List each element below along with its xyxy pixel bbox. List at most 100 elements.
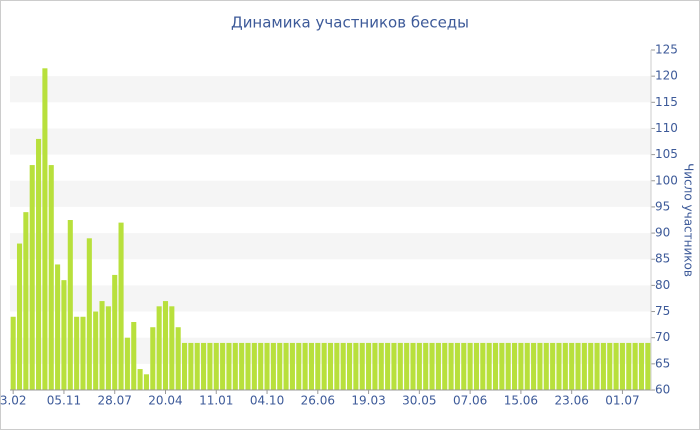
bar bbox=[473, 342, 480, 390]
x-tick-label: 19.03 bbox=[351, 394, 385, 408]
bar bbox=[410, 342, 416, 390]
bar bbox=[188, 342, 194, 390]
bar bbox=[543, 342, 549, 390]
bar bbox=[194, 342, 200, 390]
bar bbox=[461, 342, 467, 390]
bar bbox=[283, 342, 289, 390]
bar bbox=[118, 222, 124, 390]
bar bbox=[251, 342, 257, 390]
y-tick-label: 90 bbox=[655, 226, 670, 240]
bar bbox=[556, 342, 562, 390]
y-tick-label: 75 bbox=[655, 304, 670, 318]
bar bbox=[366, 342, 372, 390]
y-tick-label: 125 bbox=[655, 43, 678, 57]
bar bbox=[531, 342, 537, 390]
bar bbox=[226, 342, 232, 390]
bar bbox=[258, 342, 264, 390]
bar bbox=[296, 342, 302, 390]
bar bbox=[512, 342, 518, 390]
x-tick-label: 04.10 bbox=[250, 394, 284, 408]
bar bbox=[156, 306, 162, 390]
bar bbox=[220, 342, 226, 390]
bar bbox=[448, 342, 454, 390]
bar bbox=[55, 264, 61, 390]
bar bbox=[486, 342, 492, 390]
bar bbox=[397, 342, 403, 390]
bar bbox=[499, 342, 505, 390]
bar bbox=[334, 342, 340, 390]
bar bbox=[213, 342, 219, 390]
y-tick-label: 65 bbox=[655, 356, 670, 370]
bar bbox=[16, 243, 23, 390]
bar bbox=[201, 342, 207, 390]
bar bbox=[454, 342, 460, 390]
bar bbox=[315, 342, 321, 390]
bar bbox=[416, 342, 422, 390]
y-tick-label: 60 bbox=[655, 383, 670, 397]
bar bbox=[645, 342, 651, 390]
bar bbox=[99, 301, 105, 390]
bar bbox=[632, 342, 638, 390]
bar bbox=[467, 342, 473, 390]
bar bbox=[86, 238, 92, 390]
bar bbox=[131, 322, 137, 390]
y-tick-label: 80 bbox=[655, 278, 670, 292]
bar bbox=[594, 342, 600, 390]
bar bbox=[327, 342, 334, 390]
bar bbox=[429, 342, 435, 390]
y-tick-label: 115 bbox=[655, 95, 678, 109]
bar bbox=[391, 342, 397, 390]
y-tick-label: 95 bbox=[655, 199, 670, 213]
x-tick-label: 23.06 bbox=[554, 394, 588, 408]
bar bbox=[550, 342, 556, 390]
bar bbox=[67, 220, 73, 390]
x-tick-label: 26.06 bbox=[301, 394, 335, 408]
y-tick-label: 100 bbox=[655, 173, 678, 187]
bar bbox=[308, 342, 314, 390]
bar bbox=[302, 342, 308, 390]
bar bbox=[600, 342, 606, 390]
bar bbox=[385, 342, 391, 390]
y-tick-label: 70 bbox=[655, 330, 670, 344]
grid-band bbox=[10, 180, 651, 207]
y-axis-label: Число участников bbox=[682, 163, 696, 277]
grid-band bbox=[10, 233, 651, 260]
bar bbox=[378, 342, 384, 390]
bar bbox=[581, 342, 587, 390]
bar bbox=[442, 342, 448, 390]
bar bbox=[80, 316, 86, 390]
grid-band bbox=[10, 76, 651, 103]
bar bbox=[619, 342, 625, 390]
bar bbox=[588, 342, 594, 390]
bar bbox=[74, 316, 80, 390]
x-tick-label: 28.07 bbox=[98, 394, 132, 408]
bar bbox=[137, 369, 143, 390]
bar bbox=[607, 342, 613, 390]
x-tick-label: 11.01 bbox=[199, 394, 233, 408]
bar bbox=[562, 342, 568, 390]
bar bbox=[239, 342, 245, 390]
bar bbox=[505, 342, 511, 390]
x-tick-label: 20.04 bbox=[148, 394, 182, 408]
bar bbox=[105, 306, 111, 390]
bar bbox=[435, 342, 441, 390]
bar bbox=[524, 342, 530, 390]
bar bbox=[492, 342, 499, 390]
bar bbox=[638, 342, 645, 390]
y-tick-label: 105 bbox=[655, 147, 678, 161]
bar bbox=[537, 342, 543, 390]
bar bbox=[36, 138, 42, 390]
bar bbox=[264, 342, 270, 390]
bar bbox=[175, 327, 181, 390]
bar bbox=[270, 342, 276, 390]
bar bbox=[321, 342, 327, 390]
grid-band bbox=[10, 128, 651, 155]
bar bbox=[626, 342, 632, 390]
bar bbox=[207, 342, 213, 390]
x-tick-label: 30.05 bbox=[402, 394, 436, 408]
bar bbox=[23, 212, 29, 390]
bar bbox=[575, 342, 581, 390]
bar bbox=[372, 342, 378, 390]
bar bbox=[277, 342, 283, 390]
bar bbox=[423, 342, 429, 390]
